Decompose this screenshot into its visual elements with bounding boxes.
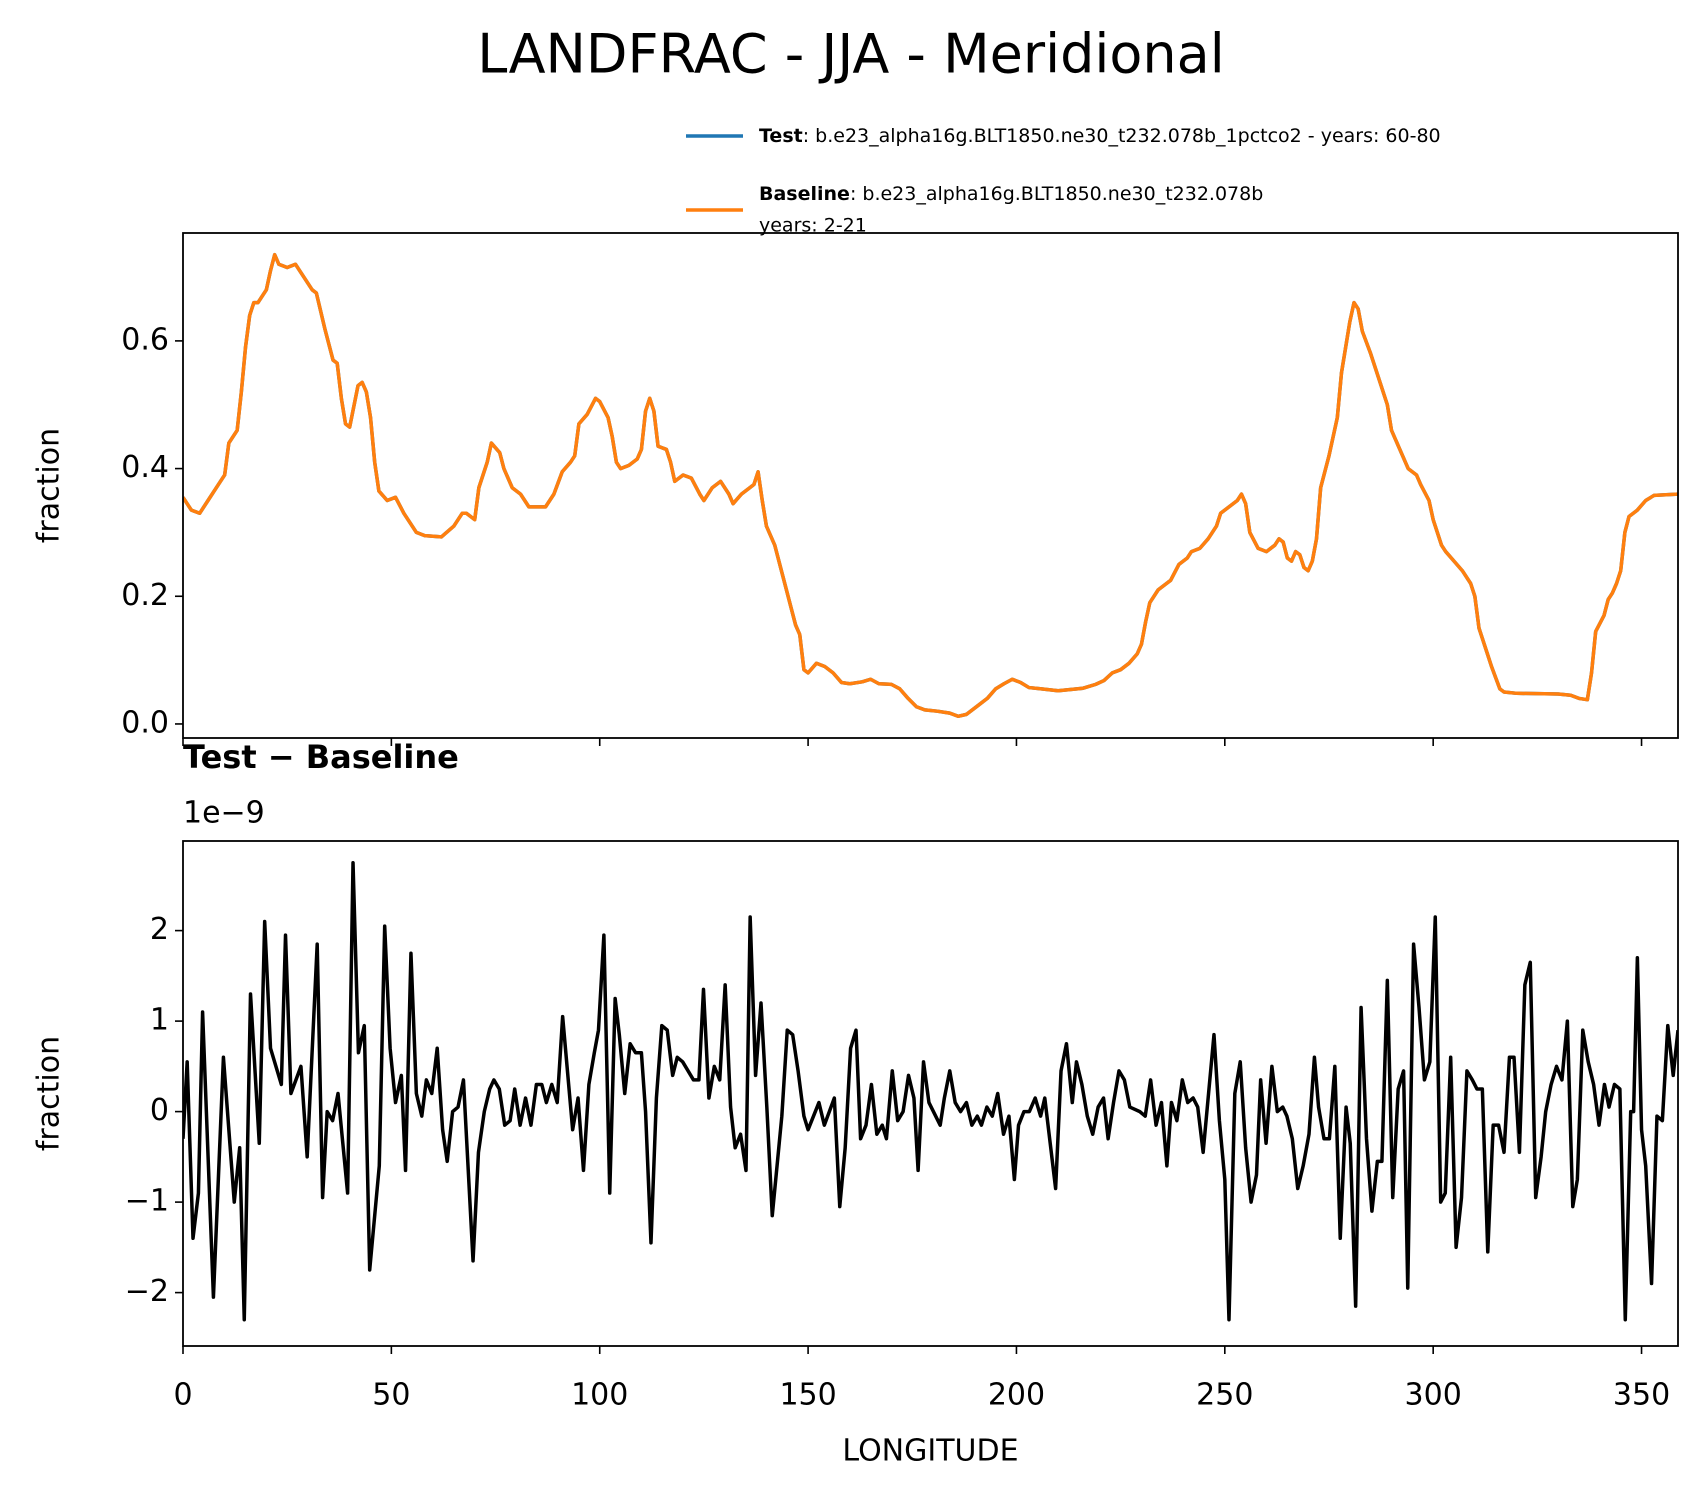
figure-title: LANDFRAC - JJA - Meridional bbox=[477, 23, 1224, 86]
y-tick-label: 2 bbox=[150, 912, 169, 947]
y-tick-label: −2 bbox=[125, 1274, 169, 1309]
y-tick-label: 0.6 bbox=[121, 322, 169, 357]
legend-detail: : b.e23_alpha16g.BLT1850.ne30_t232.078b bbox=[850, 183, 1263, 205]
x-tick-label: 150 bbox=[779, 1378, 836, 1413]
x-tick-label: 100 bbox=[571, 1378, 628, 1413]
y-tick-label: 0.2 bbox=[121, 578, 169, 613]
y-tick-label: 1 bbox=[150, 1003, 169, 1038]
y-axis-label: fraction bbox=[32, 1036, 67, 1151]
legend-detail: years: 2-21 bbox=[759, 215, 867, 237]
legend-label: Test: b.e23_alpha16g.BLT1850.ne30_t232.0… bbox=[759, 125, 1441, 147]
data-line bbox=[183, 252, 1678, 719]
x-axis-label: LONGITUDE bbox=[842, 1434, 1018, 1469]
axes-frame bbox=[182, 232, 1679, 739]
x-tick-label: 50 bbox=[372, 1378, 410, 1413]
legend-name: Test bbox=[759, 125, 803, 147]
data-line bbox=[183, 860, 1678, 1322]
x-tick-label: 0 bbox=[173, 1378, 192, 1413]
legend-name: Baseline bbox=[759, 183, 850, 205]
y-tick-label: −1 bbox=[125, 1184, 169, 1219]
x-tick-label: 350 bbox=[1613, 1378, 1670, 1413]
y-tick-label: 0.0 bbox=[121, 705, 169, 740]
offset-text: 1e−9 bbox=[183, 796, 265, 831]
x-tick-label: 200 bbox=[988, 1378, 1045, 1413]
y-tick-label: 0.4 bbox=[121, 450, 169, 485]
legend-detail: : b.e23_alpha16g.BLT1850.ne30_t232.078b_… bbox=[803, 125, 1441, 147]
y-tick-label: 0 bbox=[150, 1093, 169, 1128]
y-axis-label: fraction bbox=[32, 428, 67, 543]
x-tick-label: 250 bbox=[1196, 1378, 1253, 1413]
x-tick-label: 300 bbox=[1405, 1378, 1462, 1413]
axes-frame bbox=[182, 840, 1679, 1347]
legend-label: Baseline: b.e23_alpha16g.BLT1850.ne30_t2… bbox=[759, 183, 1263, 205]
subplot-title: Test − Baseline bbox=[183, 738, 459, 776]
